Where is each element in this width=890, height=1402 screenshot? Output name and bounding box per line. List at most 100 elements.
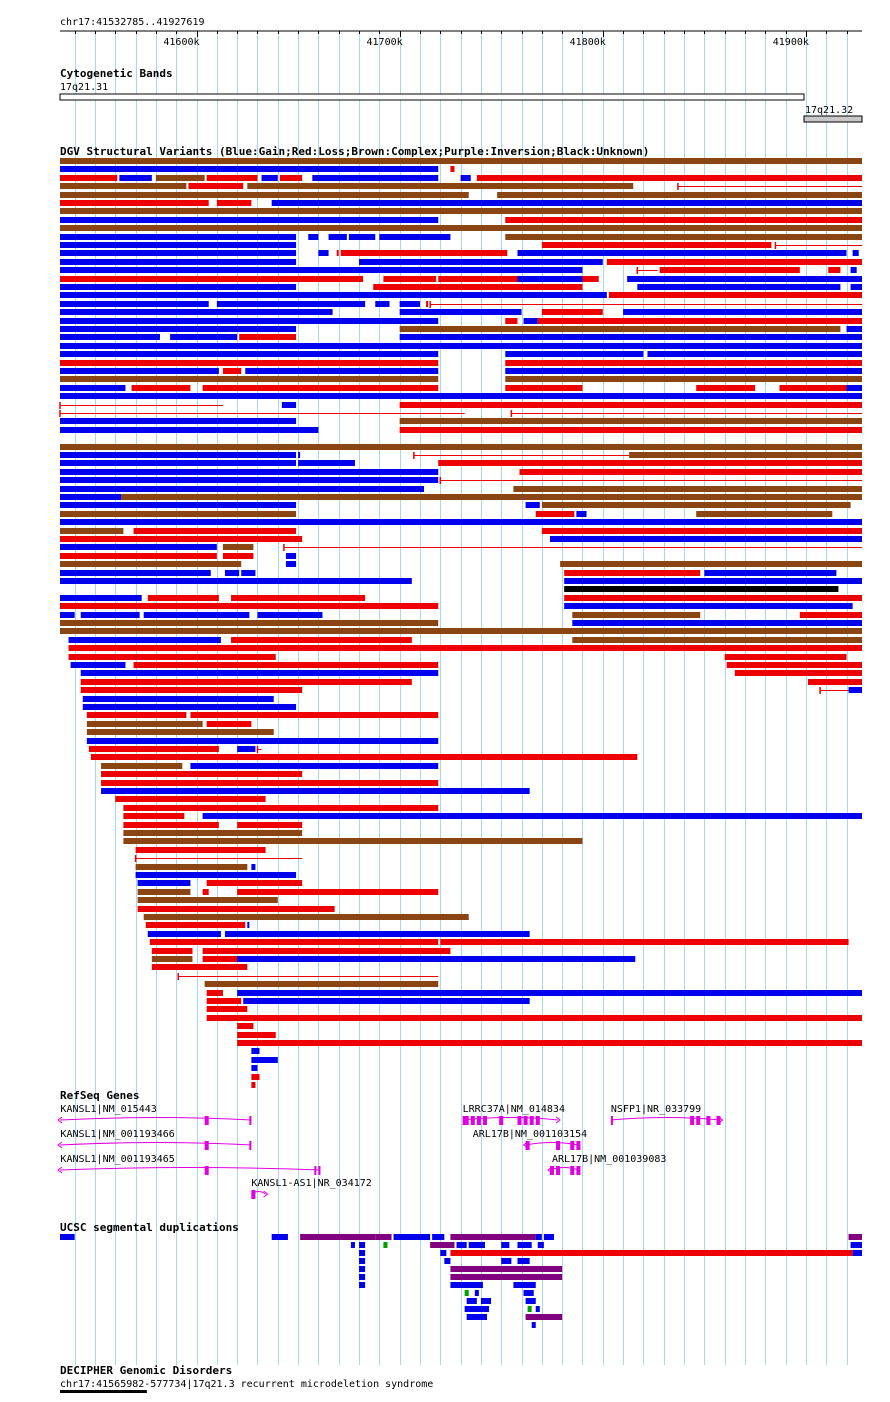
dgv-variant-gain[interactable] xyxy=(60,519,862,525)
dgv-variant-gain[interactable] xyxy=(237,956,636,962)
dgv-variant-gain[interactable] xyxy=(70,662,126,668)
dgv-variant-gain[interactable] xyxy=(251,1048,260,1054)
segdup-feature[interactable] xyxy=(450,1234,536,1240)
dgv-variant-loss[interactable] xyxy=(202,385,439,391)
dgv-variant-gain[interactable] xyxy=(60,486,425,492)
gene-exon[interactable] xyxy=(204,1166,209,1175)
segmental-duplications-track[interactable]: UCSC segmental duplications xyxy=(60,1221,862,1328)
segdup-feature[interactable] xyxy=(850,1242,862,1248)
dgv-variant-loss[interactable] xyxy=(383,276,437,282)
dgv-variant-complex[interactable] xyxy=(505,376,862,382)
cytoband-17q21-31[interactable] xyxy=(59,93,805,101)
gene-exon[interactable] xyxy=(706,1116,711,1125)
dgv-variant-gain[interactable] xyxy=(60,259,297,265)
dgv-variant-loss[interactable] xyxy=(519,469,862,475)
dgv-variant-loss[interactable] xyxy=(123,805,439,811)
dgv-variant-gain[interactable] xyxy=(80,670,439,676)
dgv-variant-complex[interactable] xyxy=(86,729,274,735)
dgv-variant-gain[interactable] xyxy=(80,612,140,618)
dgv-variant-complex[interactable] xyxy=(560,561,862,567)
segdup-feature[interactable] xyxy=(501,1242,510,1248)
dgv-variant-loss[interactable] xyxy=(564,570,701,576)
dgv-variant-loss[interactable] xyxy=(541,309,603,315)
dgv-variant-gain[interactable] xyxy=(850,284,862,290)
dgv-variant-complex[interactable] xyxy=(572,612,701,618)
segdup-feature[interactable] xyxy=(525,1298,536,1304)
gene-exon[interactable] xyxy=(462,1116,469,1125)
dgv-variant-gain[interactable] xyxy=(298,460,355,466)
dgv-variant-complex[interactable] xyxy=(399,326,841,332)
dgv-variant-gain[interactable] xyxy=(60,334,160,340)
dgv-variant-gain[interactable] xyxy=(627,276,862,282)
dgv-variant-gain[interactable] xyxy=(399,301,420,307)
gene-exon[interactable] xyxy=(570,1166,575,1175)
dgv-variant-loss[interactable] xyxy=(426,301,429,307)
segdup-feature[interactable] xyxy=(350,1242,355,1248)
segdup-feature[interactable] xyxy=(393,1234,431,1240)
gene-exon[interactable] xyxy=(249,1116,252,1125)
dgv-variant-complex[interactable] xyxy=(137,897,278,903)
dgv-variant-complex[interactable] xyxy=(572,637,862,643)
segdup-feature[interactable] xyxy=(450,1266,563,1272)
dgv-variant-gain[interactable] xyxy=(318,250,329,256)
dgv-variant-complex[interactable] xyxy=(143,914,469,920)
gene-intron[interactable] xyxy=(59,1167,321,1171)
cytogenetic-bands-track[interactable]: Cytogenetic Bands 17q21.31 17q21.32 xyxy=(59,67,863,123)
dgv-variant-complex[interactable] xyxy=(541,502,851,508)
segdup-feature[interactable] xyxy=(480,1298,492,1304)
dgv-structural-variants-track[interactable]: DGV Structural Variants (Blue:Gain;Red:L… xyxy=(59,145,862,1088)
dgv-variant-gain[interactable] xyxy=(312,175,439,181)
dgv-variant-loss[interactable] xyxy=(202,948,451,954)
dgv-variant-complex[interactable] xyxy=(121,494,862,500)
dgv-variant-gain[interactable] xyxy=(549,536,862,542)
dgv-variant-complex[interactable] xyxy=(135,864,248,870)
dgv-variant-gain[interactable] xyxy=(572,620,862,626)
dgv-variant-gain[interactable] xyxy=(848,687,862,693)
gene-intron[interactable] xyxy=(59,1117,252,1121)
dgv-variant-loss[interactable] xyxy=(450,166,455,172)
dgv-variant-gain[interactable] xyxy=(82,696,274,702)
dgv-variant-loss[interactable] xyxy=(535,511,575,517)
dgv-variant-gain[interactable] xyxy=(241,570,256,576)
dgv-variant-loss[interactable] xyxy=(476,175,862,181)
dgv-variant-gain[interactable] xyxy=(224,570,240,576)
dgv-variant-loss[interactable] xyxy=(206,990,223,996)
dgv-variant-gain[interactable] xyxy=(245,368,439,374)
gene-exon[interactable] xyxy=(570,1141,575,1150)
dgv-variant-loss[interactable] xyxy=(135,847,266,853)
gene-exon[interactable] xyxy=(556,1166,561,1175)
dgv-variant-loss[interactable] xyxy=(147,595,219,601)
segdup-feature[interactable] xyxy=(359,1274,366,1280)
dgv-variant-complex[interactable] xyxy=(629,452,862,458)
dgv-variant-unknown[interactable] xyxy=(564,586,839,592)
dgv-variant-gain[interactable] xyxy=(86,738,439,744)
dgv-variant-gain[interactable] xyxy=(285,553,297,559)
dgv-variant-gain[interactable] xyxy=(60,284,297,290)
dgv-variant-gain[interactable] xyxy=(60,385,126,391)
dgv-variant-gain[interactable] xyxy=(348,234,376,240)
dgv-variant-loss[interactable] xyxy=(123,822,219,828)
dgv-variant-gain[interactable] xyxy=(704,570,837,576)
refseq-genes-track[interactable]: RefSeq Genes KANSL1|NM_015443 LRRC37A|NM_… xyxy=(57,1089,724,1199)
segdup-feature[interactable] xyxy=(383,1242,388,1248)
dgv-variant-loss[interactable] xyxy=(80,679,412,685)
dgv-variant-complex[interactable] xyxy=(497,192,862,198)
dgv-variant-loss[interactable] xyxy=(206,1015,862,1021)
segdup-feature[interactable] xyxy=(474,1290,479,1296)
dgv-variant-gain[interactable] xyxy=(224,931,530,937)
dgv-variant-complex[interactable] xyxy=(399,418,862,424)
dgv-variant-gain[interactable] xyxy=(60,234,297,240)
segdup-feature[interactable] xyxy=(535,1306,540,1312)
segdup-feature[interactable] xyxy=(464,1306,490,1312)
dgv-variant-gain[interactable] xyxy=(170,334,238,340)
dgv-variant-gain[interactable] xyxy=(60,309,333,315)
decipher-feature[interactable] xyxy=(60,1390,147,1393)
dgv-variant-loss[interactable] xyxy=(60,175,118,181)
dgv-variant-gain[interactable] xyxy=(637,284,841,290)
dgv-variant-gain[interactable] xyxy=(247,922,250,928)
dgv-variant-gain[interactable] xyxy=(60,250,297,256)
dgv-variant-gain[interactable] xyxy=(647,351,862,357)
gene-exon[interactable] xyxy=(249,1141,252,1150)
segdup-feature[interactable] xyxy=(440,1250,447,1256)
dgv-variant-loss[interactable] xyxy=(222,553,254,559)
